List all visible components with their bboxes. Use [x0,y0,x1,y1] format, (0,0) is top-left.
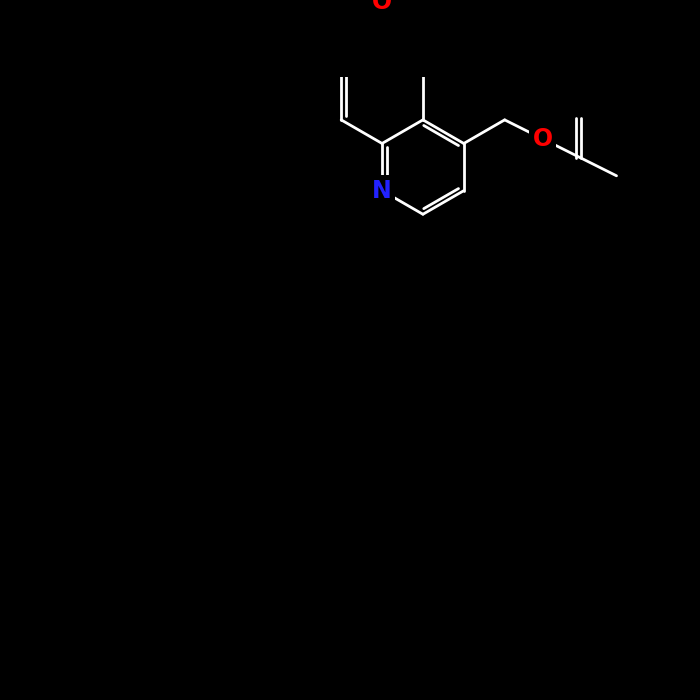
Text: N: N [372,178,392,203]
Text: O: O [372,0,392,14]
Text: O: O [533,127,553,151]
